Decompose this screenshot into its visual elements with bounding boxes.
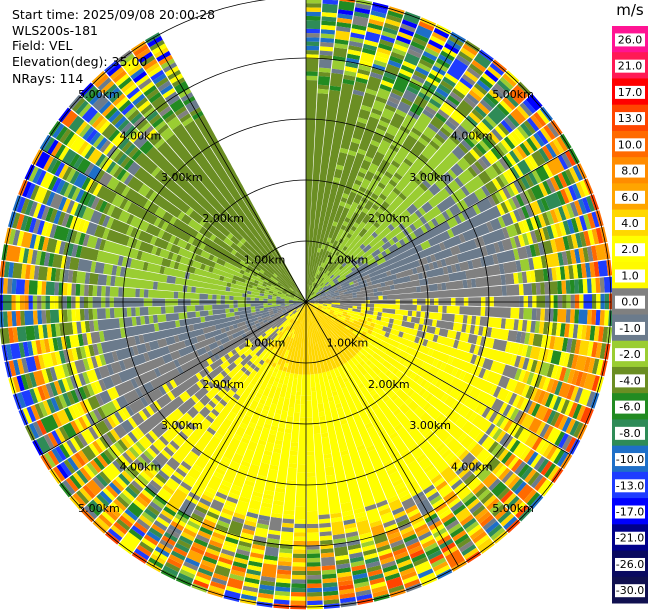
- colorbar-label-bg: [615, 374, 645, 388]
- range-ring-label: 1.00km: [327, 254, 369, 267]
- velocity-gates: [7, 3, 596, 608]
- colorbar-tick-label: -13.0: [616, 479, 644, 492]
- colorbar-label-bg: [615, 426, 645, 440]
- colorbar-tick-label: 2.0: [621, 243, 639, 256]
- colorbar-label-bg: [615, 243, 645, 257]
- nrays-label: NRays: 114: [12, 71, 84, 86]
- velocity-sweep: [0, 0, 614, 610]
- colorbar-tick-label: 0.0: [621, 296, 639, 309]
- colorbar-tick-label: -17.0: [616, 506, 644, 519]
- colorbar-unit: m/s: [616, 1, 644, 19]
- colorbar-label-bg: [615, 531, 645, 545]
- range-ring-label: 4.00km: [451, 129, 493, 142]
- colorbar-tick-label: -10.0: [616, 453, 644, 466]
- range-ring-label: 2.00km: [368, 378, 410, 391]
- colorbar-label-bg: [615, 453, 645, 467]
- colorbar-label-bg: [615, 479, 645, 493]
- colorbar-label-bg: [615, 505, 645, 519]
- velocity-gates: [8, 0, 613, 597]
- colorbar-label-bg: [615, 269, 645, 283]
- colorbar-label-bg: [615, 321, 645, 335]
- range-ring-labels: 1.00km 2.00km 3.00km 4.00km 5.00km 1.00km 2.00…: [78, 88, 534, 515]
- colorbar-tick-label: 21.0: [618, 60, 643, 73]
- colorbar-label-bg: [615, 112, 645, 126]
- colorbar-tick-label: 26.0: [618, 33, 643, 46]
- colorbar-label-bg: [615, 400, 645, 414]
- device-label: WLS200s-181: [12, 23, 98, 38]
- colorbar-label-bg: [615, 59, 645, 73]
- colorbar-label-bg: [615, 138, 645, 152]
- colorbar-tick-label: -26.0: [616, 558, 644, 571]
- azimuth-line: [153, 37, 307, 303]
- colorbar-label-bg: [615, 217, 645, 231]
- azimuth-line: [305, 301, 459, 567]
- colorbar-label-bg: [615, 584, 645, 598]
- range-ring-label: 5.00km: [78, 88, 120, 101]
- colorbar-tick-label: 10.0: [618, 138, 643, 151]
- colorbar-tick-label: 6.0: [621, 191, 639, 204]
- colorbar-tick-label: 8.0: [621, 165, 639, 178]
- range-ring-label: 3.00km: [409, 419, 451, 432]
- azimuth-line: [305, 301, 571, 455]
- field-label: Field: VEL: [12, 38, 73, 53]
- colorbar-tick-label: 4.0: [621, 217, 639, 230]
- azimuth-line: [305, 149, 571, 303]
- velocity-gates: [0, 3, 609, 605]
- range-ring-label: 1.00km: [327, 336, 369, 349]
- colorbar-tick-label: -4.0: [619, 374, 640, 387]
- range-ring-label: 3.00km: [409, 171, 451, 184]
- range-ring-label: 4.00km: [120, 129, 162, 142]
- range-ring-label: 5.00km: [78, 502, 120, 515]
- range-ring-label: 3.00km: [161, 171, 203, 184]
- colorbar-tick-label: -30.0: [616, 584, 644, 597]
- range-ring-label: 5.00km: [492, 502, 534, 515]
- range-ring-label: 5.00km: [492, 88, 534, 101]
- velocity-gates: [32, 15, 605, 593]
- colorbar-tick-label: -6.0: [619, 401, 640, 414]
- colorbar-tick-label: 1.0: [621, 269, 639, 282]
- colorbar-label-bg: [615, 557, 645, 571]
- start-time-label: Start time: 2025/09/08 20:00:28: [12, 7, 216, 22]
- colorbar-label-bg: [615, 348, 645, 362]
- elevation-label: Elevation(deg): 35.00: [12, 54, 148, 69]
- range-ring-label: 2.00km: [202, 378, 244, 391]
- range-ring-label: 1.00km: [244, 254, 286, 267]
- azimuth-line: [153, 301, 307, 567]
- range-ring-label: 4.00km: [451, 461, 493, 474]
- range-ring-label: 4.00km: [120, 461, 162, 474]
- colorbar-label-bg: [615, 33, 645, 47]
- azimuth-lines: [1, 0, 611, 607]
- azimuth-line: [41, 301, 307, 455]
- range-ring-label: 2.00km: [202, 212, 244, 225]
- azimuth-line: [41, 149, 307, 303]
- colorbar-label-bg: [615, 295, 645, 309]
- colorbar-label-bg: [615, 190, 645, 204]
- range-ring-label: 3.00km: [161, 419, 203, 432]
- colorbar-label-bg: [615, 164, 645, 178]
- colorbar: m/s 26.0 21.0 17.0 13.0 10.0 8.0 6.0 4.0 2.0 1.0 0.…: [612, 1, 648, 604]
- range-ring-label: 1.00km: [244, 336, 286, 349]
- colorbar-tick-label: -8.0: [619, 427, 640, 440]
- colorbar-label-bg: [615, 85, 645, 99]
- colorbar-tick-label: 17.0: [618, 86, 643, 99]
- colorbar-tick-label: -1.0: [619, 322, 640, 335]
- colorbar-tick-label: -21.0: [616, 532, 644, 545]
- range-ring-label: 2.00km: [368, 212, 410, 225]
- colorbar-tick-label: -2.0: [619, 348, 640, 361]
- velocity-gates: [8, 24, 610, 601]
- azimuth-line: [305, 37, 459, 303]
- colorbar-tick-label: 13.0: [618, 112, 643, 125]
